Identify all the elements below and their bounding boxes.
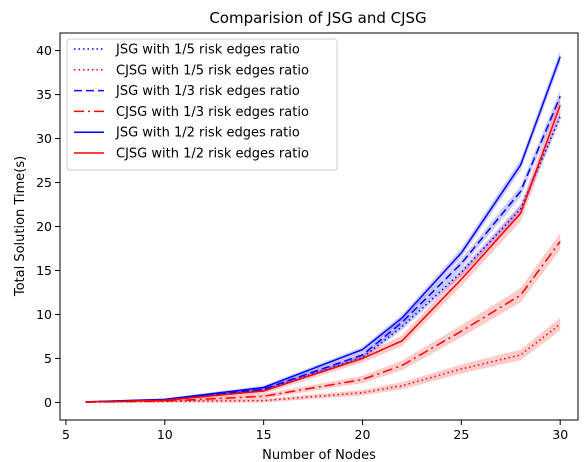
series-line-cjsg-with-1-3-risk-edges-ratio (85, 241, 561, 403)
y-tick-label: 5 (44, 351, 52, 366)
y-tick-label: 35 (36, 87, 52, 102)
legend-label: JSG with 1/3 risk edges ratio (115, 84, 300, 99)
series-line-jsg-with-1-2-risk-edges-ratio (85, 56, 561, 403)
y-tick-label: 40 (36, 43, 52, 58)
x-axis-label: Number of Nodes (262, 448, 376, 462)
series-line-cjsg-with-1-2-risk-edges-ratio (85, 104, 561, 403)
x-axis: 5 10 15 20 25 30 (62, 420, 568, 442)
y-tick-label: 15 (36, 263, 52, 278)
legend-label: CJSG with 1/5 risk edges ratio (116, 63, 309, 78)
legend-label: JSG with 1/2 risk edges ratio (115, 126, 300, 141)
series-line-jsg-with-1-3-risk-edges-ratio (85, 96, 561, 403)
legend: JSG with 1/5 risk edges ratio CJSG with 1… (66, 38, 338, 171)
x-tick-label: 20 (355, 427, 371, 442)
x-tick-label: 30 (552, 427, 568, 442)
y-axis: 0 5 10 15 20 25 30 35 40 (36, 43, 60, 410)
series-lines (85, 56, 561, 403)
legend-label: CJSG with 1/3 risk edges ratio (116, 105, 309, 120)
chart-title: Comparision of JSG and CJSG (209, 9, 426, 27)
y-tick-label: 30 (36, 131, 52, 146)
legend-label: JSG with 1/5 risk edges ratio (115, 43, 300, 58)
x-tick-label: 5 (62, 427, 70, 442)
y-tick-label: 10 (36, 307, 52, 322)
legend-box (66, 38, 338, 171)
band-cjsg-with-1-5-risk-edges-ratio (85, 317, 561, 403)
y-tick-label: 20 (36, 219, 52, 234)
x-tick-label: 25 (453, 427, 469, 442)
series-line-cjsg-with-1-5-risk-edges-ratio (85, 323, 561, 403)
y-tick-label: 0 (44, 395, 52, 410)
band-cjsg-with-1-3-risk-edges-ratio (85, 233, 561, 403)
y-tick-label: 25 (36, 175, 52, 190)
x-tick-label: 10 (157, 427, 173, 442)
y-axis-label: Total Solution Time(s) (13, 156, 28, 297)
x-tick-label: 15 (256, 427, 272, 442)
legend-label: CJSG with 1/2 risk edges ratio (116, 147, 309, 162)
